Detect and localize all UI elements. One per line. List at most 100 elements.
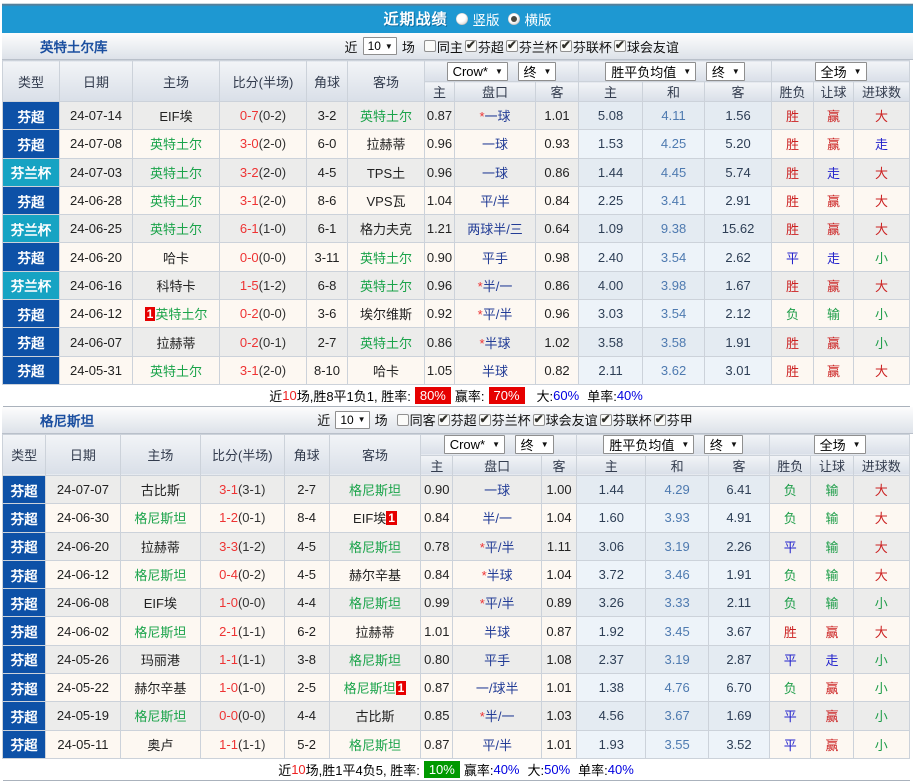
home-team-name[interactable]: 格尼斯坦 (134, 624, 187, 640)
away-team-name[interactable]: 拉赫蒂 (355, 624, 395, 640)
home-team-name[interactable]: 英特土尔 (149, 194, 202, 210)
away-team-name[interactable]: 格力夫克 (359, 222, 412, 238)
league-filter-checkbox[interactable]: 球会友谊 (613, 37, 679, 56)
league-filter-checkbox[interactable]: 芬甲 (653, 410, 693, 429)
away-team-name[interactable]: TPS土 (366, 165, 406, 181)
league-filter-checkbox[interactable]: 芬兰杯 (478, 410, 531, 429)
away-team-name[interactable]: 格尼斯坦 (348, 483, 401, 499)
away-team-name[interactable]: 英特土尔 (359, 278, 412, 294)
select-value: 全场 (820, 64, 847, 80)
near-label: 近 (344, 39, 358, 55)
handicap-star: * (479, 596, 485, 612)
home-team-name[interactable]: 赫尔辛基 (134, 681, 187, 697)
checkbox-icon[interactable] (559, 38, 572, 52)
away-team-name[interactable]: 英特土尔 (359, 335, 412, 351)
checkbox-icon[interactable] (478, 412, 491, 426)
match-date: 24-06-28 (59, 185, 133, 216)
checkbox-icon[interactable] (532, 412, 545, 426)
odds-home: 0.87 (420, 729, 454, 759)
home-team-name[interactable]: 科特卡 (156, 278, 196, 294)
radio-horizontal-icon[interactable] (507, 12, 520, 25)
home-team: 英特土尔 (132, 185, 220, 216)
away-team-name[interactable]: 哈卡 (372, 363, 399, 379)
avg-stage-select[interactable]: 终 ▼ (705, 61, 745, 81)
checkbox-icon[interactable] (505, 38, 518, 52)
away-team-name[interactable]: 格尼斯坦 (348, 539, 401, 555)
away-team-name[interactable]: 赫尔辛基 (348, 568, 401, 583)
avg-type-select[interactable]: 胜平负均值 ▼ (603, 435, 695, 455)
checkbox-icon[interactable] (613, 38, 626, 52)
result-wdl: 平 (771, 242, 815, 272)
away-team-name[interactable]: 英特土尔 (359, 109, 412, 125)
league-filter-checkbox[interactable]: 芬联杯 (559, 37, 612, 56)
away-team-name[interactable]: 格尼斯坦 (348, 596, 401, 612)
away-team-name[interactable]: 拉赫蒂 (366, 137, 406, 153)
layout-option-horizontal[interactable]: 横版 (507, 9, 552, 29)
avg-home: 1.93 (576, 729, 647, 759)
league-filter-checkbox[interactable]: 球会友谊 (532, 410, 598, 429)
filter-bar: 近 10▼ 场 同主 芬超 芬兰杯 芬联杯 球会友谊 (342, 37, 679, 56)
odds-stage-select[interactable]: 终 ▼ (514, 435, 554, 455)
home-team-name[interactable]: 格尼斯坦 (134, 511, 187, 527)
radio-vertical-icon[interactable] (455, 12, 468, 25)
home-team: 1 英特土尔 (132, 299, 220, 329)
result-goals: 小 (852, 588, 911, 618)
home-team-name[interactable]: 格尼斯坦 (134, 568, 187, 583)
layout-option-vertical[interactable]: 竖版 (455, 9, 500, 29)
halftime-score: (0-0) (237, 595, 266, 611)
avg-stage-select[interactable]: 终 ▼ (703, 435, 743, 455)
home-team-name[interactable]: 英特土尔 (149, 363, 202, 379)
scope-select[interactable]: 全场 ▼ (814, 61, 867, 81)
checkbox-icon[interactable] (437, 412, 450, 426)
league-badge: 芬超 (2, 100, 60, 131)
away-team-name[interactable]: 格尼斯坦 (348, 737, 401, 753)
home-team-name[interactable]: 古比斯 (140, 483, 180, 499)
home-team-name[interactable]: 哈卡 (162, 250, 189, 266)
checkbox-icon[interactable] (653, 412, 666, 426)
away-team-name[interactable]: 古比斯 (355, 709, 395, 725)
home-team-name[interactable]: EIF埃 (143, 596, 177, 612)
league-filter-checkbox[interactable]: 芬兰杯 (505, 37, 558, 56)
handicap-value: 平/半 (482, 737, 512, 753)
checkbox-icon[interactable] (423, 40, 436, 52)
league-filter-checkbox[interactable]: 芬超 (464, 37, 504, 56)
away-team-name[interactable]: 英特土尔 (359, 250, 412, 266)
league-filter-checkbox[interactable]: 同主 (423, 37, 463, 56)
corner-count: 2-7 (283, 474, 330, 505)
odds-stage-select[interactable]: 终 ▼ (517, 61, 557, 81)
home-team-name[interactable]: 格尼斯坦 (134, 709, 187, 725)
checkbox-icon[interactable] (396, 413, 409, 426)
home-team-name[interactable]: 英特土尔 (149, 222, 202, 238)
result-wdl: 胜 (771, 214, 815, 244)
away-team-name[interactable]: VPS瓦 (366, 194, 406, 210)
home-team-name[interactable]: 奥卢 (147, 737, 174, 753)
corner-count: 6-0 (306, 129, 348, 159)
away-team-name[interactable]: EIF埃 (353, 511, 387, 527)
away-team-name[interactable]: 埃尔维斯 (359, 307, 412, 323)
league-filter-checkbox[interactable]: 芬超 (437, 410, 477, 429)
match-row: 芬超 24-05-11 奥卢 1-1(1-1) 5-2 格尼斯坦 0.87 平/… (1, 729, 911, 759)
avg-type-select[interactable]: 胜平负均值 ▼ (605, 61, 697, 81)
halftime-score: (2-0) (258, 193, 287, 209)
match-count-select[interactable]: 10 ▼ (362, 37, 397, 55)
home-team-name[interactable]: 英特土尔 (155, 307, 208, 323)
home-team-name[interactable]: 拉赫蒂 (156, 335, 196, 351)
result-handicap: 走 (810, 644, 854, 675)
checkbox-icon[interactable] (599, 412, 612, 426)
away-team-name[interactable]: 格尼斯坦 (348, 652, 401, 668)
odds-provider-select[interactable]: Crow* ▼ (446, 61, 508, 81)
home-team-name[interactable]: 英特土尔 (149, 165, 202, 181)
league-badge: 芬超 (1, 474, 47, 505)
odds-away: 1.03 (540, 701, 578, 731)
home-team-name[interactable]: EIF埃 (159, 109, 193, 125)
odds-provider-select[interactable]: Crow* ▼ (443, 435, 506, 455)
away-team-name[interactable]: 格尼斯坦 (343, 681, 396, 697)
home-team-name[interactable]: 英特土尔 (149, 137, 202, 153)
home-team-name[interactable]: 拉赫蒂 (140, 539, 180, 555)
match-count-select[interactable]: 10 ▼ (335, 410, 370, 429)
league-filter-checkbox[interactable]: 芬联杯 (599, 410, 652, 429)
checkbox-icon[interactable] (464, 38, 477, 52)
scope-select[interactable]: 全场 ▼ (813, 435, 866, 455)
league-filter-checkbox[interactable]: 同客 (396, 410, 436, 429)
home-team-name[interactable]: 玛丽港 (140, 652, 180, 668)
